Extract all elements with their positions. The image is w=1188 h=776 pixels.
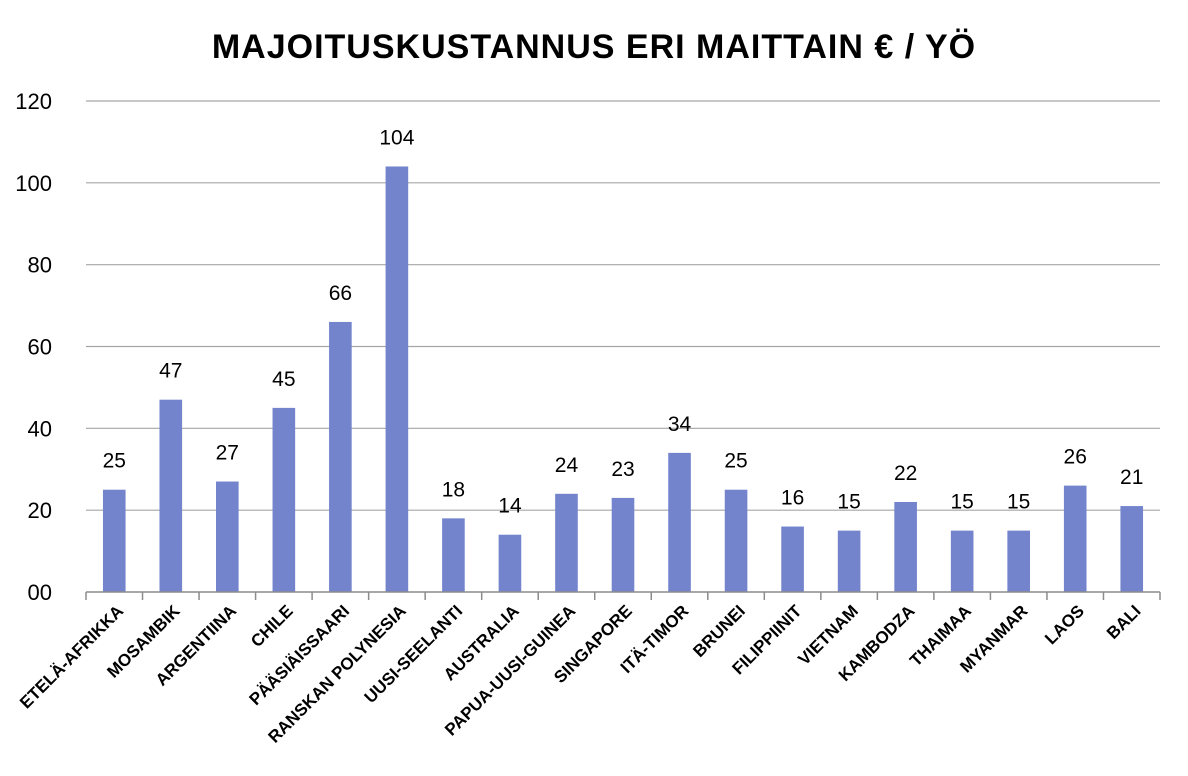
data-label: 15 (1007, 491, 1030, 514)
x-tick-label: CHILE (247, 601, 296, 650)
data-label: 27 (216, 442, 239, 465)
bar (1120, 506, 1144, 592)
bar (611, 497, 635, 592)
y-tick-label: 60 (28, 335, 52, 360)
bar (102, 489, 126, 592)
data-label: 15 (950, 491, 973, 514)
bar (781, 526, 804, 592)
data-label: 45 (272, 368, 295, 391)
y-tick-label: 00 (28, 580, 52, 605)
bar (498, 534, 522, 592)
x-tick-label: BALI (1103, 601, 1144, 642)
y-axis-ticks: 00 20 40 60 80 100 120 (15, 89, 52, 605)
bar (837, 530, 861, 592)
bar (1007, 530, 1030, 592)
data-labels: 25 47 27 45 66 104 18 14 24 23 34 25 16 15 22 15 15 26 21 (103, 126, 1144, 517)
gridlines (86, 100, 1160, 511)
bar (329, 321, 352, 592)
data-label: 26 (1064, 446, 1087, 469)
bar (894, 501, 917, 592)
data-label: 104 (379, 126, 414, 149)
data-label: 66 (329, 282, 352, 305)
chart-title: MAJOITUSKUSTANNUS ERI MAITTAIN € / YÖ (212, 28, 976, 66)
bar (159, 399, 183, 592)
x-tick-label: PÄÄSIÄISSAARI (246, 601, 354, 709)
y-tick-label: 120 (15, 89, 52, 114)
bar (216, 481, 239, 592)
bar (668, 452, 691, 592)
data-label: 18 (442, 478, 465, 501)
bar (555, 493, 578, 592)
bar (1063, 485, 1087, 592)
data-label: 22 (894, 462, 917, 485)
bar (950, 530, 974, 592)
x-tick-label: LAOS (1041, 601, 1088, 648)
data-label: 34 (668, 413, 692, 436)
data-label: 23 (611, 458, 634, 481)
bar (272, 407, 296, 592)
x-axis (85, 591, 1161, 600)
bar (442, 518, 465, 592)
y-tick-label: 40 (28, 416, 52, 441)
bar (385, 166, 409, 592)
x-tick-label: UUSI-SEELANTI (361, 601, 467, 707)
data-label: 24 (555, 454, 579, 477)
y-tick-label: 80 (28, 253, 52, 278)
data-label: 47 (159, 360, 182, 383)
data-label: 25 (724, 450, 747, 473)
x-tick-label: ETELÄ-AFRIKKA (16, 601, 127, 712)
data-label: 14 (498, 495, 522, 518)
x-tick-label: BRUNEI (689, 601, 749, 661)
bar (724, 489, 748, 592)
y-tick-label: 100 (15, 171, 52, 196)
data-label: 16 (781, 487, 804, 510)
data-label: 21 (1120, 466, 1143, 489)
y-tick-label: 20 (28, 498, 52, 523)
bars (102, 166, 1144, 592)
data-label: 15 (837, 491, 860, 514)
data-label: 25 (103, 450, 126, 473)
